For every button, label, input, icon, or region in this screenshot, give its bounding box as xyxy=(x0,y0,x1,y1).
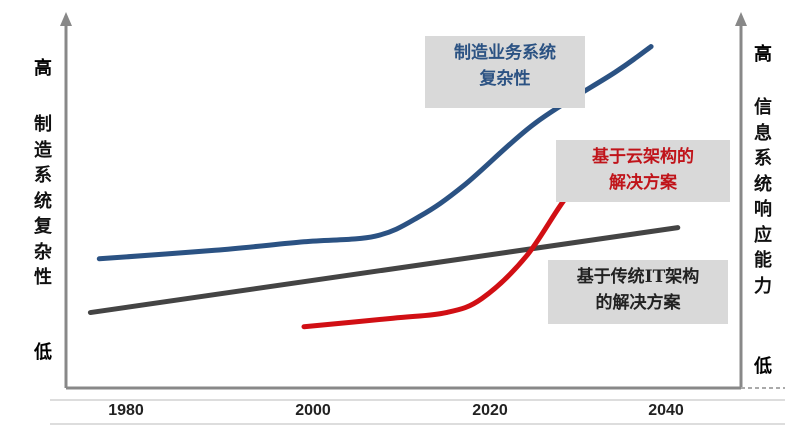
x-tick-2040: 2040 xyxy=(648,402,684,419)
right-axis-high: 高 xyxy=(754,44,772,65)
left-y-axis-arrow xyxy=(60,12,72,26)
x-tick-2000: 2000 xyxy=(295,402,331,419)
x-tick-1980: 1980 xyxy=(108,402,144,419)
right-axis-label: 信 息 系 统 响 应 能 力 xyxy=(754,97,772,297)
left-axis-label: 制 造 系 统 复 杂 性 xyxy=(34,114,52,288)
series-label-traditional-it: 基于传统IT架构 的解决方案 xyxy=(548,260,728,324)
x-tick-2020: 2020 xyxy=(472,402,508,419)
left-axis-high: 高 xyxy=(34,58,52,79)
right-axis-low: 低 xyxy=(754,356,772,377)
right-y-axis-arrow xyxy=(735,12,747,26)
series-label-cloud-solution: 基于云架构的 解决方案 xyxy=(556,140,730,202)
series-line-traditional-it xyxy=(87,225,681,316)
series-line-business-complexity xyxy=(96,44,654,262)
left-axis-low: 低 xyxy=(34,342,52,363)
series-label-business-complexity: 制造业务系统 复杂性 xyxy=(425,36,585,108)
